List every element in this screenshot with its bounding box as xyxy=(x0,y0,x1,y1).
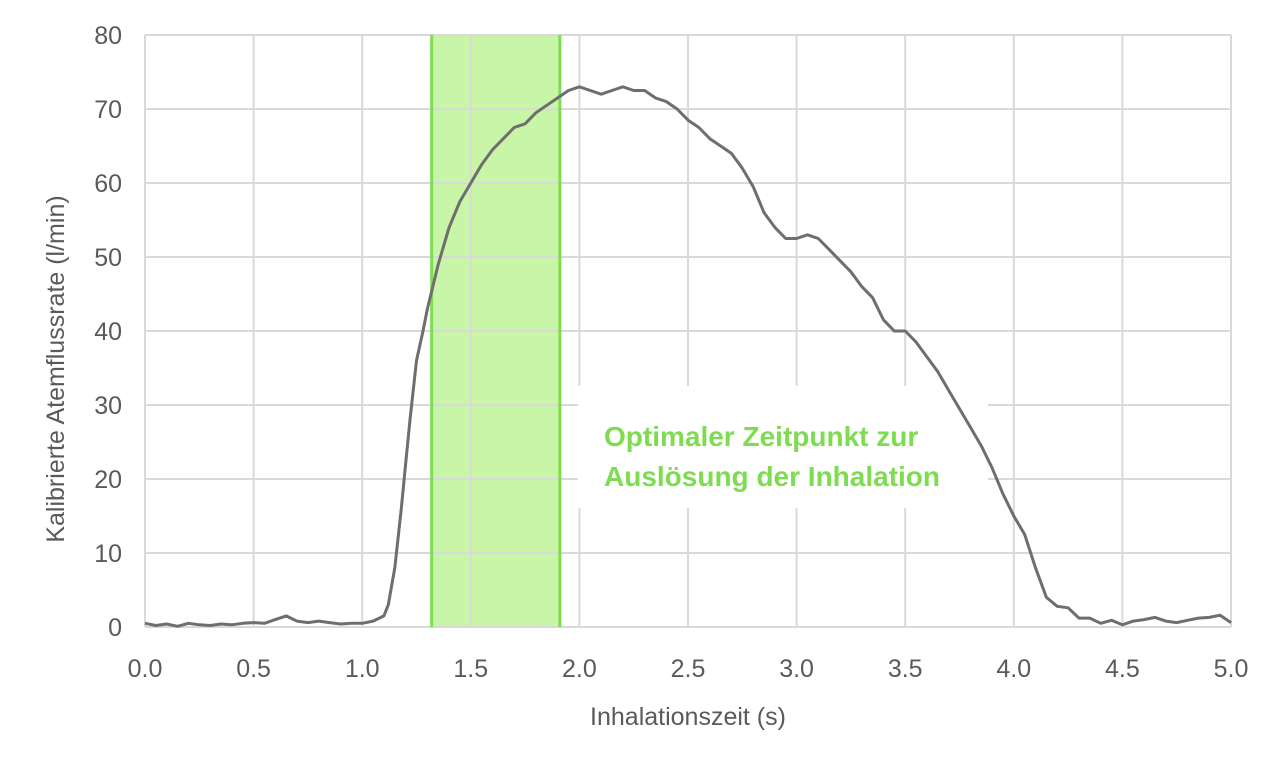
y-tick-label-6: 60 xyxy=(94,170,122,198)
y-tick-label-5: 50 xyxy=(94,244,122,272)
x-tick-label-2: 1.0 xyxy=(345,655,380,683)
y-tick-label-1: 10 xyxy=(94,540,122,568)
y-tick-label-7: 70 xyxy=(94,96,122,124)
x-tick-label-6: 3.0 xyxy=(779,655,814,683)
y-axis-tick-labels: 0 10 20 30 40 50 60 70 80 xyxy=(94,22,122,642)
x-axis-tick-labels: 0.0 0.5 1.0 1.5 2.0 2.5 3.0 3.5 4.0 4.5 5.0 xyxy=(128,655,1249,683)
x-tick-label-9: 4.5 xyxy=(1105,655,1140,683)
x-axis-title: Inhalationszeit (s) xyxy=(590,703,786,731)
y-tick-label-4: 40 xyxy=(94,318,122,346)
series-line-flow-rate xyxy=(144,85,1232,628)
y-axis-title: Kalibrierte Atemflussrate (l/min) xyxy=(42,195,70,542)
x-tick-label-7: 3.5 xyxy=(888,655,923,683)
annotation-line-2: Auslösung der Inhalation xyxy=(604,461,940,492)
y-tick-label-3: 30 xyxy=(94,392,122,420)
y-tick-label-2: 20 xyxy=(94,466,122,494)
x-tick-label-5: 2.5 xyxy=(671,655,706,683)
x-tick-label-8: 4.0 xyxy=(996,655,1031,683)
x-tick-label-10: 5.0 xyxy=(1214,655,1249,683)
y-tick-label-8: 80 xyxy=(94,22,122,50)
x-tick-label-1: 0.5 xyxy=(236,655,271,683)
annotation-line-1: Optimaler Zeitpunkt zur xyxy=(604,421,918,452)
x-tick-label-4: 2.0 xyxy=(562,655,597,683)
x-tick-label-3: 1.5 xyxy=(453,655,488,683)
annotation-background xyxy=(578,386,988,508)
y-tick-label-0: 0 xyxy=(108,614,122,642)
x-tick-label-0: 0.0 xyxy=(128,655,163,683)
